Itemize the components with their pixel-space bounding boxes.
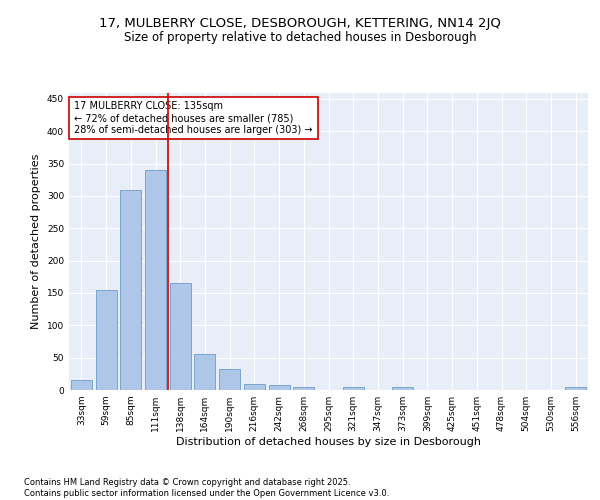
- Bar: [293, 387, 314, 390]
- Bar: [392, 387, 413, 390]
- Bar: [343, 387, 364, 390]
- Bar: [244, 384, 265, 390]
- Y-axis label: Number of detached properties: Number of detached properties: [31, 154, 41, 329]
- Bar: [269, 386, 290, 390]
- Bar: [194, 354, 215, 390]
- X-axis label: Distribution of detached houses by size in Desborough: Distribution of detached houses by size …: [176, 437, 481, 447]
- Bar: [565, 387, 586, 390]
- Bar: [219, 368, 240, 390]
- Bar: [170, 284, 191, 390]
- Bar: [120, 190, 141, 390]
- Bar: [95, 290, 116, 390]
- Text: Size of property relative to detached houses in Desborough: Size of property relative to detached ho…: [124, 31, 476, 44]
- Text: 17, MULBERRY CLOSE, DESBOROUGH, KETTERING, NN14 2JQ: 17, MULBERRY CLOSE, DESBOROUGH, KETTERIN…: [99, 18, 501, 30]
- Bar: [145, 170, 166, 390]
- Text: 17 MULBERRY CLOSE: 135sqm
← 72% of detached houses are smaller (785)
28% of semi: 17 MULBERRY CLOSE: 135sqm ← 72% of detac…: [74, 102, 313, 134]
- Bar: [71, 380, 92, 390]
- Text: Contains HM Land Registry data © Crown copyright and database right 2025.
Contai: Contains HM Land Registry data © Crown c…: [24, 478, 389, 498]
